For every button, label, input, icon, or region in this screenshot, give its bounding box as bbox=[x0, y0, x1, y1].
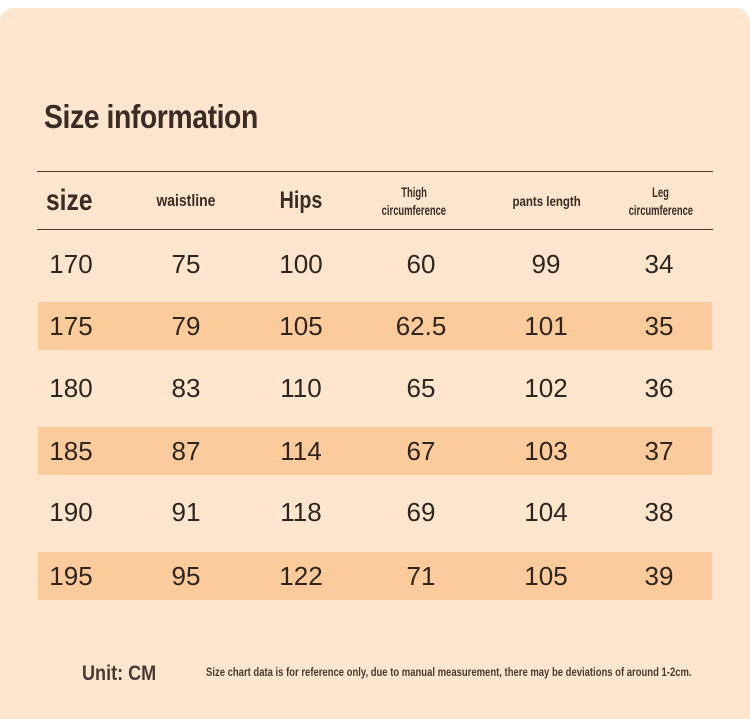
cell-waistline: 83 bbox=[171, 373, 201, 403]
header-leg-circumference: Leg circumference bbox=[628, 183, 694, 218]
cell-leg: 38 bbox=[644, 497, 674, 527]
cell-pants-length: 102 bbox=[524, 373, 568, 403]
cell-size: 185 bbox=[49, 436, 93, 466]
cell-thigh: 71 bbox=[406, 561, 436, 591]
header-hips: Hips bbox=[279, 186, 323, 214]
cell-leg: 39 bbox=[644, 561, 674, 591]
cell-size: 170 bbox=[49, 249, 93, 279]
cell-thigh: 60 bbox=[406, 249, 436, 279]
cell-pants-length: 99 bbox=[531, 249, 561, 279]
cell-hips: 122 bbox=[279, 561, 323, 591]
cell-leg: 36 bbox=[644, 373, 674, 403]
cell-thigh: 67 bbox=[406, 436, 436, 466]
cell-leg: 37 bbox=[644, 436, 674, 466]
cell-waistline: 79 bbox=[171, 311, 201, 341]
cell-pants-length: 104 bbox=[524, 497, 568, 527]
table-row: 195 95 122 71 105 39 bbox=[38, 552, 712, 600]
table-row: 175 79 105 62.5 101 35 bbox=[38, 302, 712, 350]
table-header-rule bbox=[37, 229, 713, 230]
cell-waistline: 91 bbox=[171, 497, 201, 527]
table-row: 170 75 100 60 99 34 bbox=[38, 240, 712, 288]
cell-waistline: 95 bbox=[171, 561, 201, 591]
size-chart-card: Size information size waistline Hips Thi… bbox=[0, 8, 750, 719]
table-row: 185 87 114 67 103 37 bbox=[38, 427, 712, 475]
cell-thigh: 62.5 bbox=[395, 311, 447, 341]
page-title: Size information bbox=[44, 98, 258, 135]
disclaimer-note: Size chart data is for reference only, d… bbox=[206, 665, 692, 679]
header-waistline: waistline bbox=[156, 190, 216, 210]
cell-thigh: 65 bbox=[406, 373, 436, 403]
header-thigh-circumference: Thigh circumference bbox=[381, 183, 447, 218]
cell-waistline: 87 bbox=[171, 436, 201, 466]
cell-hips: 100 bbox=[279, 249, 323, 279]
cell-thigh: 69 bbox=[406, 497, 436, 527]
cell-pants-length: 105 bbox=[524, 561, 568, 591]
cell-hips: 114 bbox=[280, 436, 322, 466]
unit-label: Unit: CM bbox=[82, 662, 157, 685]
cell-size: 180 bbox=[49, 373, 93, 403]
table-row: 180 83 110 65 102 36 bbox=[38, 364, 712, 412]
table-row: 190 91 118 69 104 38 bbox=[38, 488, 712, 536]
header-pants-length: pants length bbox=[512, 192, 582, 209]
cell-size: 195 bbox=[49, 561, 93, 591]
header-size: size bbox=[46, 183, 93, 217]
cell-hips: 105 bbox=[279, 311, 323, 341]
cell-leg: 35 bbox=[644, 311, 674, 341]
cell-size: 190 bbox=[49, 497, 93, 527]
table-top-rule bbox=[37, 171, 713, 172]
cell-hips: 118 bbox=[280, 497, 322, 527]
cell-leg: 34 bbox=[644, 249, 674, 279]
cell-waistline: 75 bbox=[171, 249, 201, 279]
cell-hips: 110 bbox=[280, 373, 322, 403]
cell-pants-length: 103 bbox=[524, 436, 568, 466]
cell-pants-length: 101 bbox=[524, 311, 568, 341]
cell-size: 175 bbox=[49, 311, 93, 341]
